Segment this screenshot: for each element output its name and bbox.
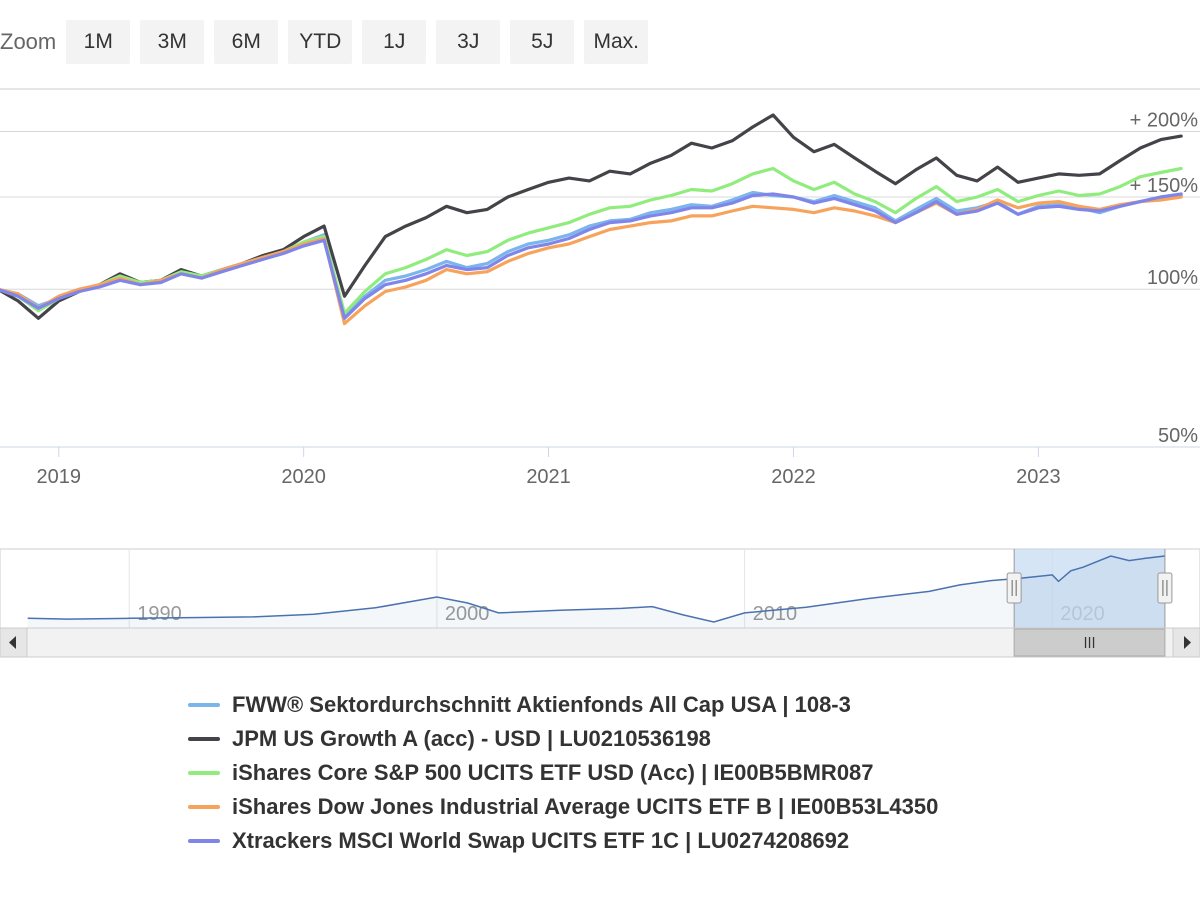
legend-item-fww[interactable]: FWW® Sektordurchschnitt Aktienfonds All … [188, 688, 938, 722]
x-tick-label: 2023 [1016, 466, 1061, 488]
navigator-line [27, 555, 1165, 623]
legend-label: FWW® Sektordurchschnitt Aktienfonds All … [232, 692, 851, 717]
zoom-3m-button[interactable]: 3M [140, 19, 205, 64]
scroll-left-arrow-icon [9, 636, 16, 649]
y-tick-label: 100% [1147, 267, 1198, 289]
x-tick-label: 2019 [37, 466, 82, 488]
navigator-left-handle[interactable] [1006, 572, 1022, 604]
navigator-right-handle[interactable] [1157, 572, 1173, 604]
handle-body[interactable] [1006, 572, 1022, 604]
series-line-4 [0, 192, 1183, 320]
scroll-right-arrow-icon [1184, 636, 1191, 649]
legend: FWW® Sektordurchschnitt Aktienfonds All … [188, 688, 938, 858]
y-tick-label: + 150% [1130, 175, 1199, 197]
zoom-toolbar: Zoom 1M 3M 6M YTD 1J 3J 5J Max. [0, 19, 658, 64]
zoom-1j-button[interactable]: 1J [362, 19, 427, 64]
legend-symbol [188, 737, 220, 741]
scrollbar-thumb[interactable] [1013, 628, 1166, 657]
navigator-frame [0, 548, 1200, 629]
legend-symbol [188, 771, 220, 775]
handle-body[interactable] [1157, 572, 1173, 604]
legend-symbol [188, 703, 220, 707]
scrollbar-track[interactable] [0, 627, 1200, 658]
series-line-2 [0, 166, 1183, 315]
x-tick-label: 2022 [771, 466, 816, 488]
zoom-max-button[interactable]: Max. [584, 19, 649, 64]
legend-label: iShares Core S&P 500 UCITS ETF USD (Acc)… [232, 760, 874, 785]
series-group [0, 113, 1183, 326]
series-line-1 [0, 113, 1183, 320]
series-line-0 [0, 190, 1183, 318]
legend-label: Xtrackers MSCI World Swap UCITS ETF 1C |… [232, 828, 850, 853]
zoom-ytd-button[interactable]: YTD [288, 19, 353, 64]
legend-symbol [188, 839, 220, 843]
zoom-1m-button[interactable]: 1M [66, 19, 131, 64]
navigator-selection[interactable] [1014, 549, 1165, 628]
zoom-3j-button[interactable]: 3J [436, 19, 501, 64]
navigator-tick-label: 1990 [137, 603, 182, 625]
legend-label: iShares Dow Jones Industrial Average UCI… [232, 794, 939, 819]
zoom-label: Zoom [0, 28, 57, 54]
zoom-5j-button[interactable]: 5J [510, 19, 575, 64]
y-tick-label: + 200% [1130, 109, 1199, 131]
series-line-3 [0, 195, 1183, 326]
navigator-tick-label: 2000 [445, 603, 490, 625]
legend-item-dow[interactable]: iShares Dow Jones Industrial Average UCI… [188, 790, 938, 824]
performance-chart: 50% 100% + 150% + 200% 2019 2020 2021 2022 2023 1… [0, 88, 1200, 658]
legend-item-sp500[interactable]: iShares Core S&P 500 UCITS ETF USD (Acc)… [188, 756, 938, 790]
legend-symbol [188, 805, 220, 809]
navigator-area [27, 556, 1165, 628]
x-tick-label: 2020 [281, 466, 326, 488]
zoom-6m-button[interactable]: 6M [214, 19, 279, 64]
legend-label: JPM US Growth A (acc) - USD | LU02105361… [232, 726, 711, 751]
y-tick-label: 50% [1158, 425, 1198, 447]
legend-item-msci[interactable]: Xtrackers MSCI World Swap UCITS ETF 1C |… [188, 824, 938, 858]
legend-item-jpm[interactable]: JPM US Growth A (acc) - USD | LU02105361… [188, 722, 938, 756]
x-tick-label: 2021 [526, 466, 571, 488]
